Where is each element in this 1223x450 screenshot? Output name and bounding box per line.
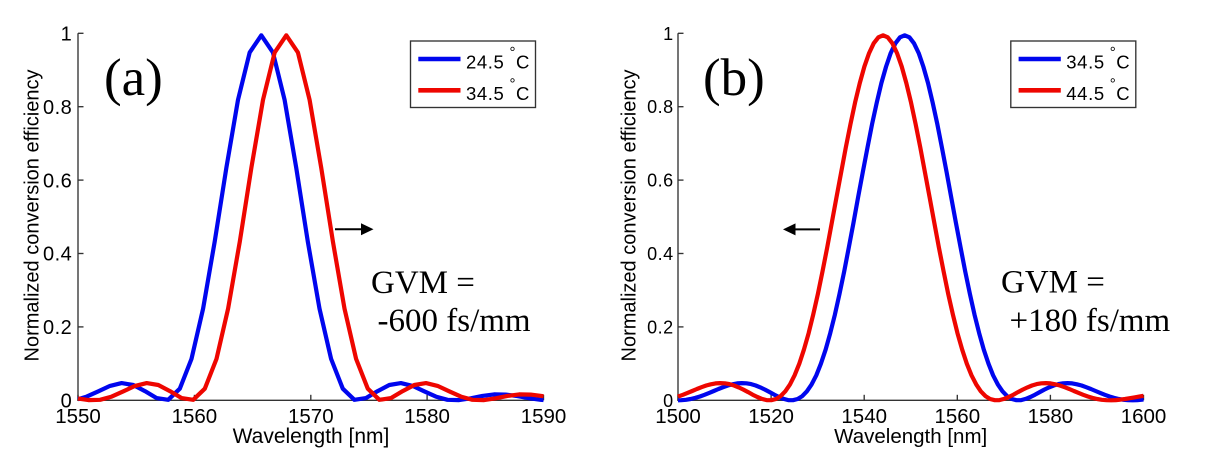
- svg-text:1520: 1520: [748, 405, 794, 428]
- svg-text:0.6: 0.6: [43, 170, 72, 192]
- svg-text:34.5: 34.5: [1066, 52, 1104, 73]
- svg-text:0.2: 0.2: [43, 317, 72, 339]
- svg-text:GVM =: GVM =: [1001, 265, 1105, 301]
- svg-text:0.6: 0.6: [647, 171, 674, 191]
- svg-text:1500: 1500: [655, 405, 701, 428]
- svg-text:C: C: [516, 52, 529, 73]
- svg-text:0: 0: [61, 391, 73, 413]
- svg-text:34.5: 34.5: [466, 83, 504, 104]
- svg-text:C: C: [1116, 52, 1129, 73]
- svg-text:Wavelength [nm]: Wavelength [nm]: [834, 425, 987, 448]
- svg-text:Normalized conversion efficien: Normalized conversion efficiency: [21, 70, 43, 362]
- svg-text:0.8: 0.8: [647, 97, 674, 117]
- svg-text:1590: 1590: [521, 405, 567, 428]
- svg-text:0.2: 0.2: [647, 317, 674, 337]
- svg-text:°: °: [1110, 44, 1116, 61]
- svg-text:°: °: [510, 76, 516, 93]
- svg-text:1580: 1580: [404, 405, 450, 428]
- svg-text:-600 fs/mm: -600 fs/mm: [378, 303, 531, 339]
- svg-text:C: C: [1116, 83, 1129, 104]
- svg-text:0.4: 0.4: [43, 244, 72, 266]
- svg-text:1560: 1560: [934, 405, 980, 428]
- svg-text:1570: 1570: [288, 405, 334, 428]
- svg-text:1560: 1560: [172, 405, 218, 428]
- svg-text:°: °: [510, 44, 516, 61]
- svg-text:0.4: 0.4: [647, 244, 674, 264]
- svg-text:1: 1: [61, 24, 73, 46]
- svg-text:1580: 1580: [1028, 405, 1074, 428]
- svg-text:(a): (a): [104, 49, 163, 107]
- svg-text:44.5: 44.5: [1066, 83, 1104, 104]
- svg-text:1600: 1600: [1121, 405, 1167, 428]
- svg-text:C: C: [516, 83, 529, 104]
- svg-text:0: 0: [663, 391, 674, 411]
- svg-text:1540: 1540: [841, 405, 887, 428]
- svg-text:Wavelength [nm]: Wavelength [nm]: [233, 425, 390, 448]
- svg-text:(b): (b): [703, 49, 765, 107]
- svg-text:+180 fs/mm: +180 fs/mm: [1010, 303, 1171, 339]
- svg-text:0.8: 0.8: [43, 97, 72, 119]
- svg-text:24.5: 24.5: [466, 52, 504, 73]
- svg-text:Normalized conversion efficien: Normalized conversion efficiency: [619, 70, 641, 362]
- svg-text:°: °: [1110, 76, 1116, 93]
- svg-text:1: 1: [663, 24, 674, 44]
- svg-text:1550: 1550: [55, 405, 101, 428]
- svg-text:GVM =: GVM =: [371, 265, 475, 301]
